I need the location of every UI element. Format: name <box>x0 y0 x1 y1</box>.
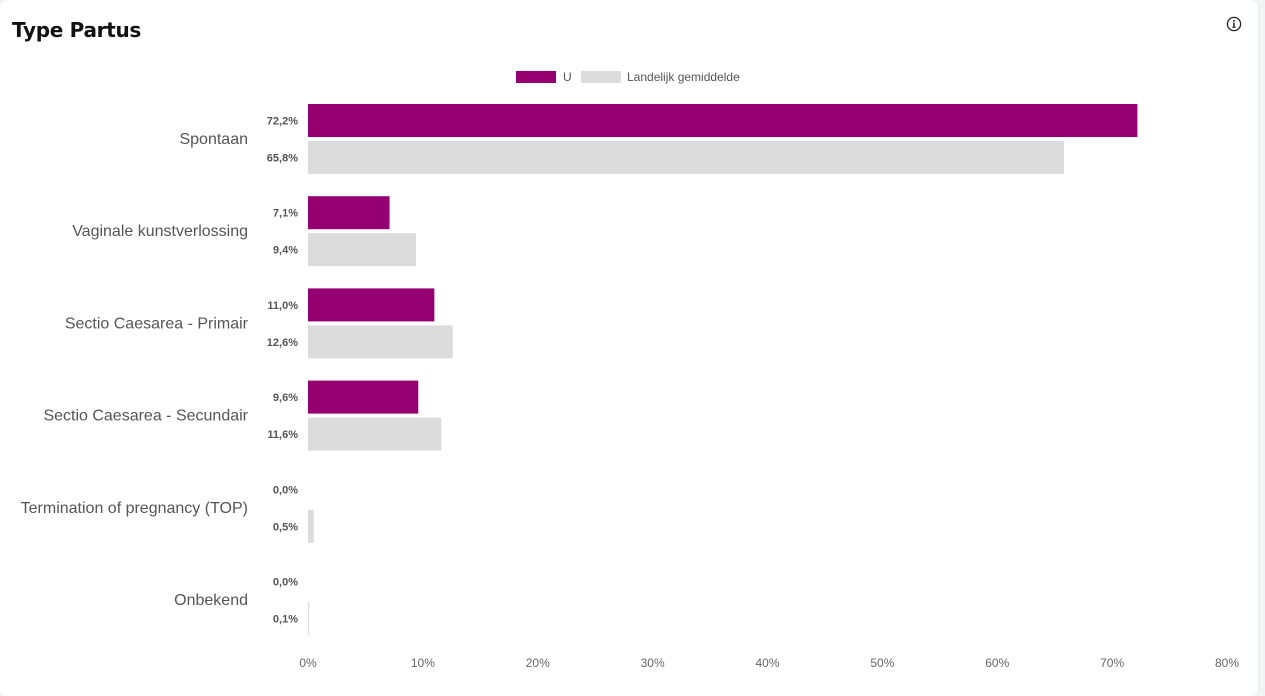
bar[interactable] <box>308 380 419 414</box>
x-axis-tick-label: 70% <box>1100 656 1124 670</box>
bar-value-label: 0,1% <box>273 614 298 626</box>
x-axis-tick-label: 0% <box>299 656 317 670</box>
bar-value-label: 11,0% <box>267 300 298 312</box>
category-label: Vaginale kunstverlossing <box>72 223 248 240</box>
x-axis-tick-label: 80% <box>1215 656 1239 670</box>
bar-value-label: 9,6% <box>273 392 298 404</box>
legend-label[interactable]: Landelijk gemiddelde <box>627 70 740 84</box>
bar[interactable] <box>308 602 310 635</box>
bar-value-label: 12,6% <box>267 337 298 349</box>
chart-title: Type Partus <box>12 18 142 42</box>
category-label: Termination of pregnancy (TOP) <box>21 500 248 517</box>
bar[interactable] <box>308 233 416 267</box>
category-label: Onbekend <box>174 592 248 609</box>
bar-value-label: 65,8% <box>267 153 298 165</box>
bar-value-label: 11,6% <box>267 429 298 441</box>
legend-swatch[interactable] <box>516 71 556 83</box>
bar-value-label: 7,1% <box>273 208 298 220</box>
bar-value-label: 0,0% <box>273 484 298 496</box>
bar[interactable] <box>308 417 442 451</box>
x-axis-tick-label: 10% <box>411 656 435 670</box>
x-axis-tick-label: 60% <box>985 656 1009 670</box>
info-icon[interactable] <box>1226 16 1242 32</box>
x-axis-tick-label: 50% <box>870 656 894 670</box>
legend-label[interactable]: U <box>563 70 572 84</box>
x-axis-tick-label: 20% <box>526 656 550 670</box>
bar[interactable] <box>308 141 1064 174</box>
bar[interactable] <box>308 509 314 543</box>
bar[interactable] <box>308 104 1138 137</box>
bar-value-label: 72,2% <box>267 116 298 128</box>
bar[interactable] <box>308 325 453 359</box>
bar[interactable] <box>308 196 390 230</box>
bar[interactable] <box>308 288 435 322</box>
x-axis-tick-label: 30% <box>641 656 665 670</box>
category-label: Spontaan <box>179 131 248 148</box>
legend-swatch[interactable] <box>581 71 621 83</box>
category-label: Sectio Caesarea - Secundair <box>43 408 248 425</box>
bar-value-label: 0,5% <box>273 521 298 533</box>
category-label: Sectio Caesarea - Primair <box>65 315 249 332</box>
x-axis-tick-label: 40% <box>755 656 779 670</box>
bar-value-label: 9,4% <box>273 245 298 257</box>
bar-value-label: 0,0% <box>273 577 298 589</box>
